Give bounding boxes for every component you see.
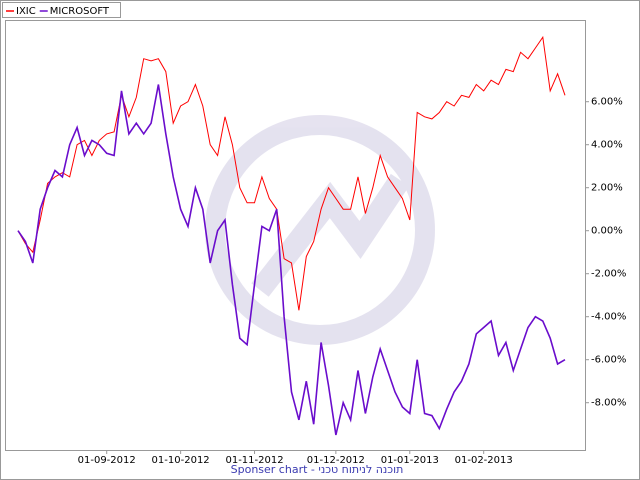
- x-tick-label: 01-11-2012: [225, 455, 283, 466]
- y-tick-label: 0.00%: [591, 226, 623, 237]
- series-line: [17, 35, 566, 311]
- series-line: [17, 84, 566, 436]
- x-tick-label: 01-01-2013: [381, 455, 439, 466]
- y-tick-label: -2.00%: [591, 269, 626, 280]
- y-tick-label: -4.00%: [591, 312, 626, 323]
- x-tick-label: 01-09-2012: [78, 455, 136, 466]
- legend-label: MICROSOFT: [50, 6, 110, 17]
- legend-label: IXIC: [16, 6, 36, 17]
- x-tick-label: 01-10-2012: [152, 455, 210, 466]
- x-tick-label: 01-12-2012: [307, 455, 365, 466]
- y-tick-label: 2.00%: [591, 183, 623, 194]
- watermark: [205, 115, 435, 345]
- y-tick-label: -8.00%: [591, 398, 626, 409]
- plot-frame: [5, 20, 586, 451]
- y-tick-label: 4.00%: [591, 140, 623, 151]
- legend-box: [2, 2, 121, 18]
- x-tick-label: 01-02-2013: [455, 455, 513, 466]
- y-tick-label: 6.00%: [591, 97, 623, 108]
- footer: Sponser chart - תוכנה לניתוח טכני: [231, 463, 404, 476]
- y-tick-label: -6.00%: [591, 355, 626, 366]
